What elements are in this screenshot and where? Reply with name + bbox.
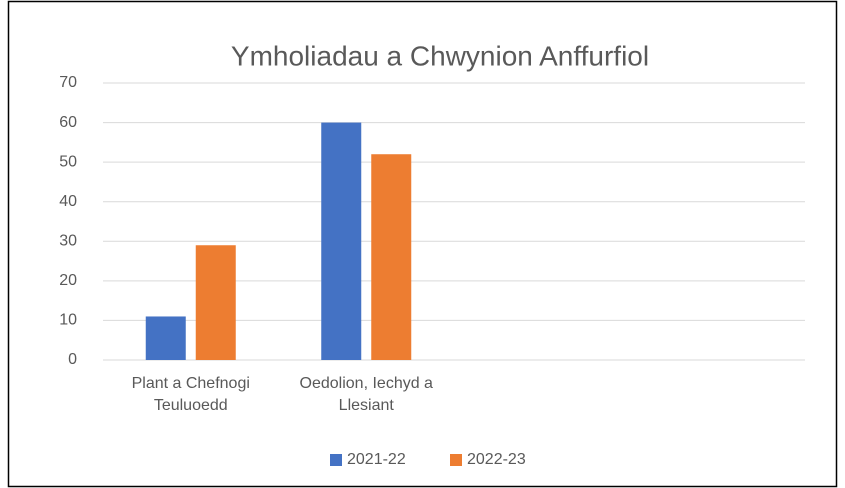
y-tick-label: 50 xyxy=(59,153,77,170)
legend-label: 2022-23 xyxy=(467,451,526,468)
bar xyxy=(371,154,412,360)
y-tick-label: 20 xyxy=(59,272,77,289)
y-tick-label: 40 xyxy=(59,193,77,210)
y-tick-label: 30 xyxy=(59,233,77,250)
bar xyxy=(321,122,362,360)
legend-label: 2021-22 xyxy=(347,451,406,468)
chart-title: Ymholiadau a Chwynion Anffurfiol xyxy=(231,40,649,71)
legend-swatch xyxy=(450,454,462,466)
y-tick-label: 0 xyxy=(68,351,77,368)
y-tick-label: 70 xyxy=(59,74,77,91)
chart-border xyxy=(7,0,838,488)
legend-swatch xyxy=(330,454,342,466)
y-tick-label: 10 xyxy=(59,312,77,329)
bar xyxy=(145,316,186,360)
bar xyxy=(195,245,236,360)
x-tick-label: Plant a Chefnogi Teuluoedd xyxy=(131,375,250,414)
x-tick-label: Oedolion, Iechyd a Llesiant xyxy=(299,375,433,414)
y-tick-label: 60 xyxy=(59,114,77,131)
